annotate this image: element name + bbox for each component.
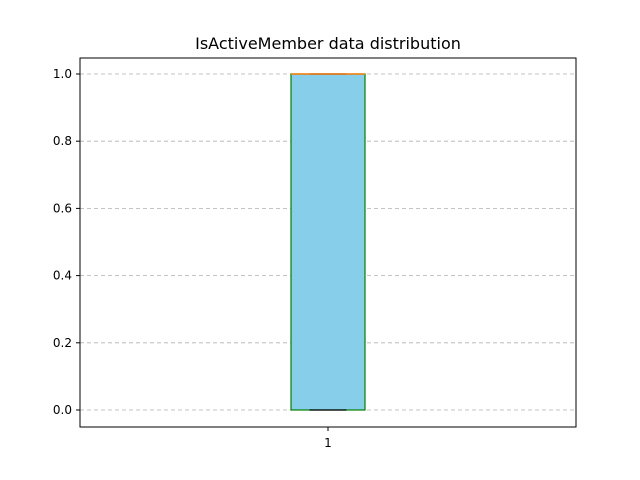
y-tick-label: 0.4 [53, 269, 72, 283]
y-tick-label: 0.0 [53, 403, 72, 417]
x-tick-label: 1 [324, 436, 332, 450]
box-body [290, 73, 366, 411]
x-axis: 1 [324, 427, 332, 450]
y-tick-label: 1.0 [53, 67, 72, 81]
chart-title: IsActiveMember data distribution [195, 34, 461, 53]
y-tick-label: 0.8 [53, 134, 72, 148]
y-tick-label: 0.6 [53, 201, 72, 215]
y-axis: 0.0 0.2 0.4 0.6 0.8 1.0 [53, 67, 80, 417]
y-tick-label: 0.2 [53, 336, 72, 350]
boxes [290, 73, 366, 411]
